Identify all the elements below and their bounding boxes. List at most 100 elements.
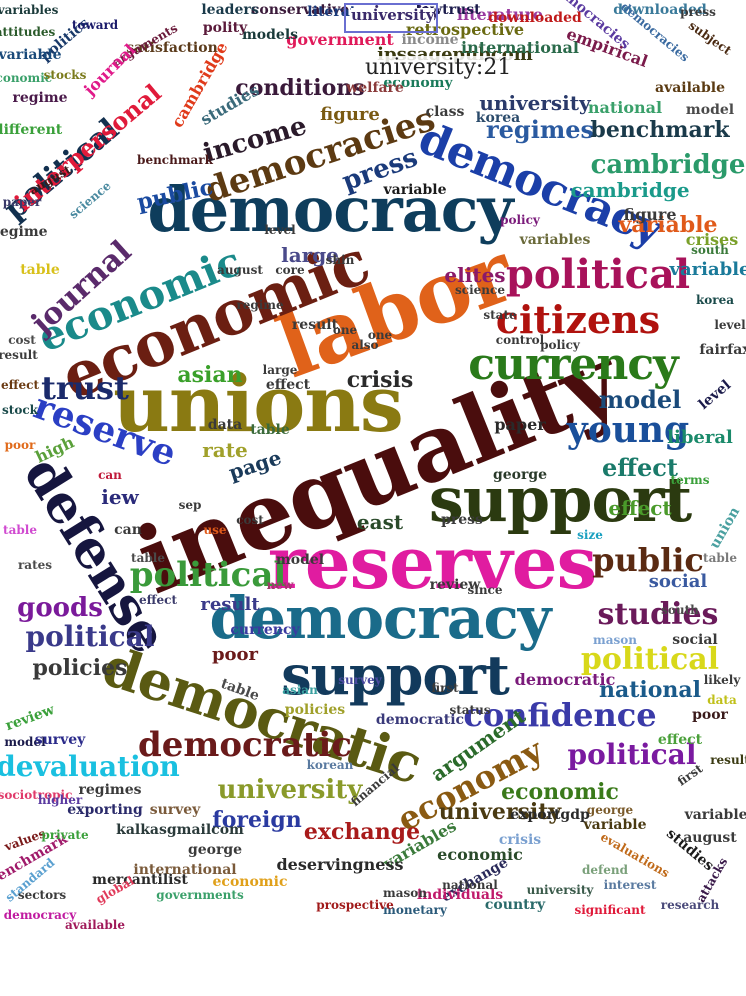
hovered-word[interactable]: university <box>351 6 435 24</box>
cloud-word[interactable]: private <box>41 828 89 842</box>
cloud-word[interactable]: control <box>495 333 545 347</box>
cloud-word[interactable]: public <box>592 541 704 579</box>
cloud-word[interactable]: support <box>428 463 692 536</box>
cloud-word[interactable]: can <box>98 468 122 482</box>
cloud-word[interactable]: new <box>266 578 294 592</box>
cloud-word[interactable]: can <box>114 522 142 538</box>
cloud-word[interactable]: effect <box>265 377 311 393</box>
cloud-word[interactable]: poor <box>4 438 36 452</box>
cloud-word[interactable]: goods <box>17 593 103 623</box>
cloud-word[interactable]: data <box>707 693 737 707</box>
cloud-word[interactable]: status <box>449 703 491 717</box>
cloud-word[interactable]: table <box>703 551 737 565</box>
cloud-word[interactable]: table <box>131 551 165 565</box>
cloud-word[interactable]: defend <box>582 863 628 877</box>
cloud-word[interactable]: sociotropic <box>0 788 73 802</box>
cloud-word[interactable]: regimes <box>486 115 594 144</box>
cloud-word[interactable]: democracy <box>209 584 552 652</box>
cloud-word[interactable]: crisis <box>498 832 542 848</box>
cloud-word[interactable]: south <box>691 243 729 257</box>
cloud-word[interactable]: table <box>3 523 37 537</box>
cloud-word[interactable]: national <box>442 878 498 892</box>
cloud-word[interactable]: economic <box>0 71 53 85</box>
cloud-word[interactable]: stock <box>2 403 38 417</box>
cloud-word[interactable]: political <box>25 620 155 653</box>
cloud-word[interactable]: since <box>467 583 503 597</box>
cloud-word[interactable]: paper <box>494 415 546 434</box>
cloud-word[interactable]: asian <box>177 362 243 388</box>
cloud-word[interactable]: support <box>281 643 510 707</box>
cloud-word[interactable]: level <box>714 318 746 332</box>
cloud-word[interactable]: regime <box>12 90 68 106</box>
cloud-word[interactable]: international <box>461 38 579 57</box>
cloud-word[interactable]: political <box>567 738 697 771</box>
cloud-word[interactable]: paper <box>2 195 42 209</box>
cloud-word[interactable]: satisfaction <box>126 40 218 56</box>
cloud-word[interactable]: fairfax <box>699 342 746 358</box>
cloud-word[interactable]: terms <box>670 473 710 487</box>
cloud-word[interactable]: iew <box>101 485 139 509</box>
cloud-word[interactable]: large <box>262 363 298 377</box>
cloud-word[interactable]: international <box>133 862 237 878</box>
cloud-word[interactable]: interest <box>603 878 657 892</box>
cloud-word[interactable]: variable <box>0 47 62 63</box>
cloud-word[interactable]: polity <box>202 20 248 36</box>
cloud-word[interactable]: press <box>680 5 716 19</box>
cloud-word[interactable]: august <box>683 830 737 846</box>
cloud-word[interactable]: cost <box>236 513 264 527</box>
cloud-word[interactable]: level <box>695 377 735 413</box>
cloud-word[interactable]: rate <box>202 438 248 462</box>
cloud-word[interactable]: table <box>20 262 60 278</box>
cloud-word[interactable]: variable <box>583 817 647 833</box>
cloud-word[interactable]: result <box>291 317 339 333</box>
cloud-word[interactable]: individuals <box>416 887 504 903</box>
cloud-word[interactable]: policy <box>500 213 540 227</box>
cloud-word[interactable]: one <box>367 328 393 342</box>
cloud-word[interactable]: mason <box>383 886 427 900</box>
cloud-word[interactable]: democracy <box>147 173 513 246</box>
cloud-word[interactable]: confidence <box>463 696 657 734</box>
cloud-word[interactable]: economic <box>437 845 523 864</box>
cloud-word[interactable]: journal <box>80 40 140 100</box>
cloud-word[interactable]: deservingness <box>276 855 404 874</box>
cloud-word[interactable]: government <box>286 30 394 49</box>
cloud-word[interactable]: variable <box>383 182 447 198</box>
cloud-word[interactable]: toward <box>71 18 119 32</box>
cloud-word[interactable]: model <box>685 102 735 118</box>
cloud-word[interactable]: mason <box>593 633 637 647</box>
cloud-word[interactable]: august <box>217 263 263 277</box>
cloud-word[interactable]: result <box>200 594 260 615</box>
cloud-word[interactable]: state <box>483 308 517 322</box>
cloud-word[interactable]: survey <box>338 673 382 687</box>
cloud-word[interactable]: survey <box>34 732 86 748</box>
cloud-word[interactable]: regime <box>0 224 48 240</box>
cloud-word[interactable]: variable <box>669 259 746 280</box>
cloud-word[interactable]: effect <box>602 453 678 482</box>
cloud-word[interactable]: use <box>203 523 227 537</box>
cloud-word[interactable]: survey <box>149 802 201 818</box>
cloud-word[interactable]: figure <box>623 205 677 224</box>
cloud-word[interactable]: crisis <box>346 367 414 393</box>
cloud-word[interactable]: policies <box>284 702 346 718</box>
cloud-word[interactable]: core <box>275 263 305 277</box>
cloud-word[interactable]: prospective <box>316 898 394 912</box>
cloud-word[interactable]: variable <box>618 212 718 238</box>
cloud-word[interactable]: unions <box>113 359 404 450</box>
cloud-word[interactable]: welfare <box>346 80 404 96</box>
cloud-word[interactable]: devaluation <box>0 750 180 783</box>
cloud-word[interactable]: effect <box>657 732 703 748</box>
cloud-word[interactable]: downloaded <box>613 2 707 18</box>
cloud-word[interactable]: south <box>661 603 699 617</box>
cloud-word[interactable]: citizens <box>495 297 661 342</box>
cloud-word[interactable]: sectors <box>17 888 67 902</box>
cloud-word[interactable]: exchange <box>303 819 421 845</box>
cloud-word[interactable]: policy <box>540 338 580 352</box>
cloud-word[interactable]: retrospective <box>405 20 525 39</box>
cloud-word[interactable]: regime <box>236 298 284 312</box>
cloud-word[interactable]: george <box>586 803 634 817</box>
cloud-word[interactable]: variables <box>0 3 59 17</box>
cloud-word[interactable]: data <box>207 417 243 433</box>
cloud-word[interactable]: east <box>356 510 404 534</box>
cloud-word[interactable]: cambridge <box>570 178 690 202</box>
cloud-word[interactable]: democratic <box>514 670 616 689</box>
